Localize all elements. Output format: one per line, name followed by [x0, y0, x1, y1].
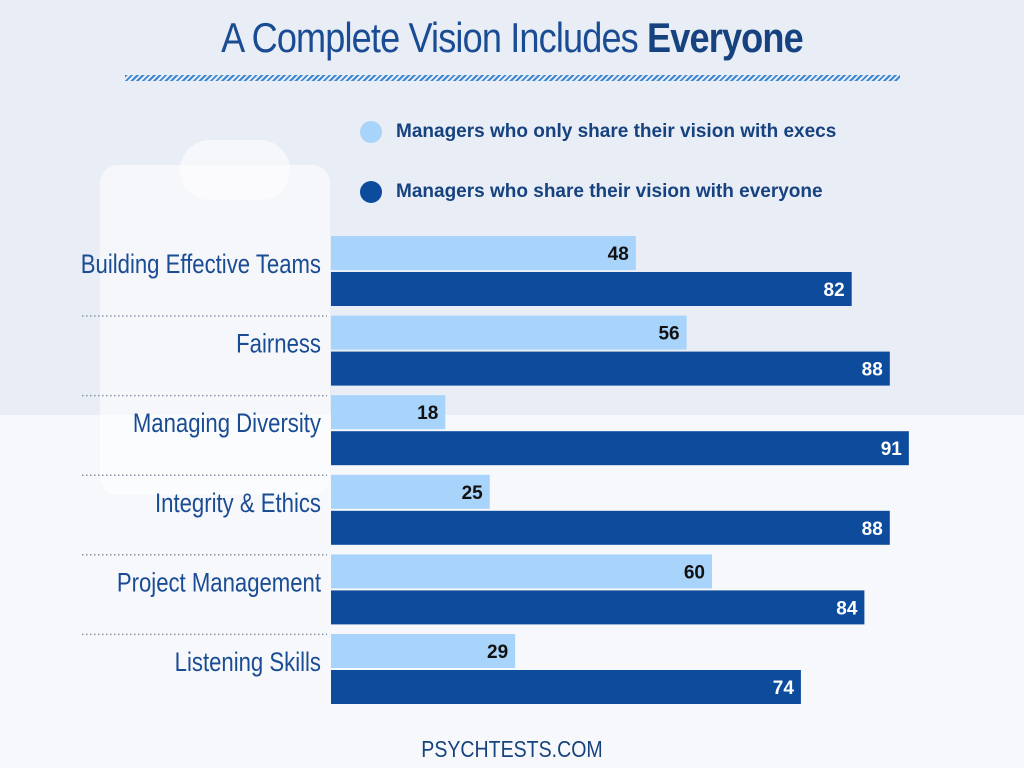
bar-value-label: 88 — [862, 360, 883, 381]
bar-everyone — [331, 510, 890, 545]
category-label: Managing Diversity — [133, 409, 322, 439]
legend-swatch-dark — [360, 181, 382, 203]
page-title: A Complete Vision Includes Everyone — [221, 14, 803, 61]
bar-execs — [331, 474, 490, 509]
bar-value-label: 29 — [487, 642, 508, 663]
title-underline — [125, 75, 900, 81]
category-label: Project Management — [117, 568, 321, 598]
bar-everyone — [331, 431, 909, 466]
category-label: Building Effective Teams — [81, 250, 321, 280]
legend-label: Managers who share their vision with eve… — [396, 181, 823, 202]
bar-everyone — [331, 590, 865, 625]
puzzle-piece-decoration — [100, 165, 330, 495]
legend-label: Managers who only share their vision wit… — [396, 121, 837, 142]
bar-everyone — [331, 351, 890, 386]
bar-value-label: 18 — [417, 403, 438, 424]
category-label: Listening Skills — [175, 648, 321, 678]
bar-execs — [331, 395, 446, 430]
bar-value-label: 74 — [773, 678, 795, 699]
bar-value-label: 48 — [608, 244, 629, 265]
bar-everyone — [331, 670, 801, 704]
legend-item-execs: Managers who only share their vision wit… — [360, 118, 836, 146]
bar-value-label: 84 — [836, 598, 858, 619]
bar-value-label: 82 — [824, 280, 845, 301]
bar-value-label: 91 — [881, 439, 903, 460]
category-label: Integrity & Ethics — [155, 489, 321, 519]
bar-execs — [331, 315, 687, 350]
legend-item-everyone: Managers who share their vision with eve… — [360, 178, 823, 206]
legend-swatch-light — [360, 121, 382, 143]
footer-brand: PSYCHTESTS.COM — [421, 736, 603, 762]
category-label: Fairness — [236, 330, 321, 360]
bar-value-label: 88 — [862, 519, 883, 540]
bar-everyone — [331, 272, 852, 306]
bar-value-label: 25 — [462, 483, 484, 504]
bar-execs — [331, 634, 516, 668]
bar-value-label: 56 — [658, 324, 679, 345]
bar-execs — [331, 554, 712, 589]
bar-execs — [331, 236, 636, 270]
bar-value-label: 60 — [684, 562, 705, 583]
puzzle-piece-decoration — [180, 140, 290, 200]
